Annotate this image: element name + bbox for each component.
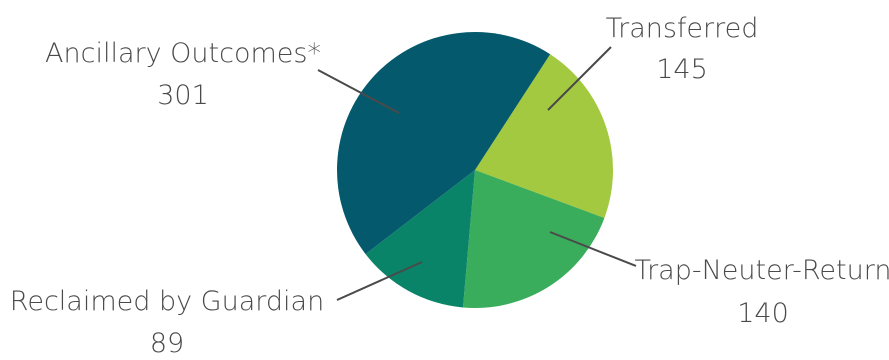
slice-label-reclaimed: Reclaimed by Guardian (10, 286, 324, 317)
leader-line-transferred (547, 46, 612, 111)
slice-value-ancillary: 301 (157, 80, 209, 111)
leader-line-trap-neuter-return (549, 231, 637, 267)
pie-slice-ancillary-outcomes (337, 32, 551, 255)
pie-slice-reclaimed-by-guardian (365, 170, 475, 308)
pie-slice-transferred (475, 54, 613, 218)
slice-value-transferred: 145 (656, 54, 708, 85)
slice-value-trap-neuter-return: 140 (737, 298, 789, 329)
pie-slices (337, 32, 613, 308)
slice-label-ancillary: Ancillary Outcomes* (45, 38, 321, 69)
slice-label-transferred: Transferred (606, 13, 759, 44)
slice-value-reclaimed: 89 (150, 328, 184, 359)
slice-label-trap-neuter-return: Trap-Neuter-Return (635, 255, 889, 286)
pie-slice-trap-neuter-return (462, 170, 605, 308)
leader-line-ancillary (317, 69, 400, 114)
leader-line-reclaimed (336, 261, 423, 301)
